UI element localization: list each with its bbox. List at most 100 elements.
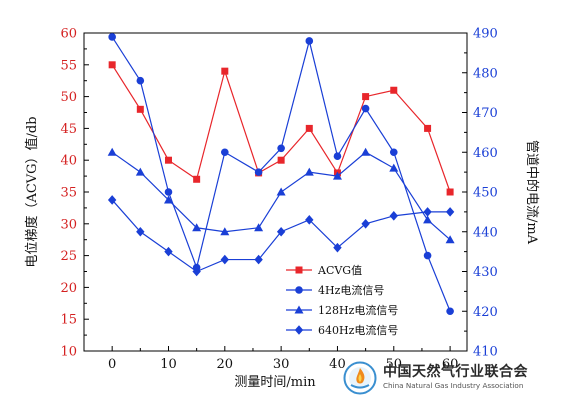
series-layer — [107, 33, 455, 316]
data-point — [136, 105, 144, 113]
data-point — [107, 147, 117, 156]
legend: ACVG值 4Hz电流信号 128Hz电流信号 640Hz电流信号 — [286, 264, 398, 337]
legend-marker — [295, 286, 303, 294]
series-3 — [107, 195, 455, 277]
left-y-tick-label: 25 — [60, 249, 77, 264]
x-tick-label: 0 — [108, 357, 116, 372]
data-point — [220, 254, 230, 265]
legend-label: 640Hz电流信号 — [318, 323, 398, 337]
legend-marker — [295, 266, 303, 274]
data-point — [136, 76, 145, 85]
series-line — [111, 64, 451, 193]
data-point — [221, 148, 229, 157]
legend-label: 4Hz电流信号 — [318, 283, 384, 297]
data-point — [445, 207, 455, 217]
data-point — [361, 147, 371, 156]
data-point — [193, 175, 201, 183]
data-point — [362, 93, 370, 101]
data-point — [276, 187, 286, 196]
right-y-tick-label: 440 — [473, 225, 498, 240]
left-y-axis-title: 电位梯度（ACVG）值/db — [24, 116, 40, 267]
data-point — [424, 124, 432, 132]
x-axis-title: 测量时间/min — [234, 375, 316, 390]
right-y-tick-label: 410 — [473, 345, 498, 360]
left-y-tick-label: 35 — [60, 186, 77, 201]
series-line — [111, 151, 451, 241]
left-y-tick-label: 10 — [60, 345, 77, 360]
left-y-tick-label: 20 — [60, 281, 77, 296]
data-point — [277, 144, 285, 153]
series-1 — [108, 33, 454, 316]
data-point — [333, 242, 342, 253]
data-point — [305, 124, 313, 132]
right-y-tick-label: 460 — [473, 146, 498, 161]
right-y-axis: 410 420 430 440 450 460 470 480 490 — [462, 27, 498, 360]
series-line — [111, 36, 451, 312]
series-0 — [108, 61, 454, 196]
x-tick-label: 60 — [442, 357, 459, 372]
data-point — [389, 148, 398, 157]
data-point — [164, 156, 172, 164]
right-y-tick-label: 490 — [473, 27, 498, 42]
left-y-tick-label: 50 — [60, 90, 77, 105]
right-y-tick-label: 480 — [473, 66, 498, 81]
legend-label: 128Hz电流信号 — [318, 303, 398, 317]
x-tick-label: 10 — [160, 357, 177, 372]
data-point — [221, 67, 229, 75]
data-point — [445, 235, 455, 244]
right-y-tick-label: 420 — [473, 305, 498, 320]
data-point — [332, 171, 342, 180]
data-point — [446, 307, 454, 316]
right-y-tick-label: 450 — [473, 186, 498, 201]
x-axis: 0 10 20 30 40 50 60 — [108, 346, 458, 372]
data-point — [108, 33, 116, 41]
left-y-axis: 10 15 20 25 30 35 40 45 50 55 60 — [60, 27, 89, 360]
data-point — [446, 188, 454, 196]
data-point — [108, 61, 116, 69]
right-y-tick-label: 430 — [473, 265, 498, 280]
data-point — [164, 246, 173, 257]
data-point — [254, 168, 263, 176]
data-point — [305, 215, 314, 225]
data-point — [305, 37, 314, 45]
association-watermark: 中国天然气行业联合会 China Natural Gas Industry As… — [343, 358, 563, 398]
x-tick-label: 40 — [329, 357, 346, 372]
legend-marker — [294, 325, 304, 335]
data-point — [136, 226, 145, 237]
data-point — [192, 223, 202, 232]
data-point — [423, 207, 432, 217]
data-point — [220, 227, 230, 236]
data-point — [192, 266, 201, 277]
data-point — [389, 163, 399, 172]
x-tick-label: 20 — [217, 357, 234, 372]
association-logo-icon — [343, 361, 377, 395]
watermark-name-en: China Natural Gas Industry Association — [383, 381, 524, 390]
left-y-tick-label: 30 — [60, 217, 77, 232]
data-point — [107, 195, 117, 205]
data-point — [390, 86, 398, 94]
data-point — [135, 167, 145, 176]
left-y-tick-label: 40 — [60, 154, 77, 169]
data-point — [389, 211, 398, 221]
x-tick-label: 30 — [273, 357, 290, 372]
legend-label: ACVG值 — [317, 264, 362, 277]
series-2 — [107, 147, 455, 244]
watermark-name-cn: 中国天然气行业联合会 — [383, 364, 528, 380]
data-point — [423, 215, 433, 224]
right-y-tick-label: 470 — [473, 106, 498, 121]
data-point — [164, 188, 173, 196]
left-y-tick-label: 60 — [60, 27, 77, 42]
data-point — [277, 156, 285, 164]
x-tick-label: 50 — [386, 357, 403, 372]
data-point — [254, 254, 263, 265]
data-point — [333, 152, 342, 161]
data-point — [423, 251, 432, 260]
data-point — [304, 167, 314, 176]
data-point — [163, 195, 173, 204]
left-y-tick-label: 55 — [60, 58, 77, 73]
data-point — [361, 219, 370, 229]
right-y-axis-title: 管道中的电流/mA — [524, 140, 540, 245]
data-point — [361, 104, 370, 113]
left-y-tick-label: 45 — [60, 122, 77, 137]
